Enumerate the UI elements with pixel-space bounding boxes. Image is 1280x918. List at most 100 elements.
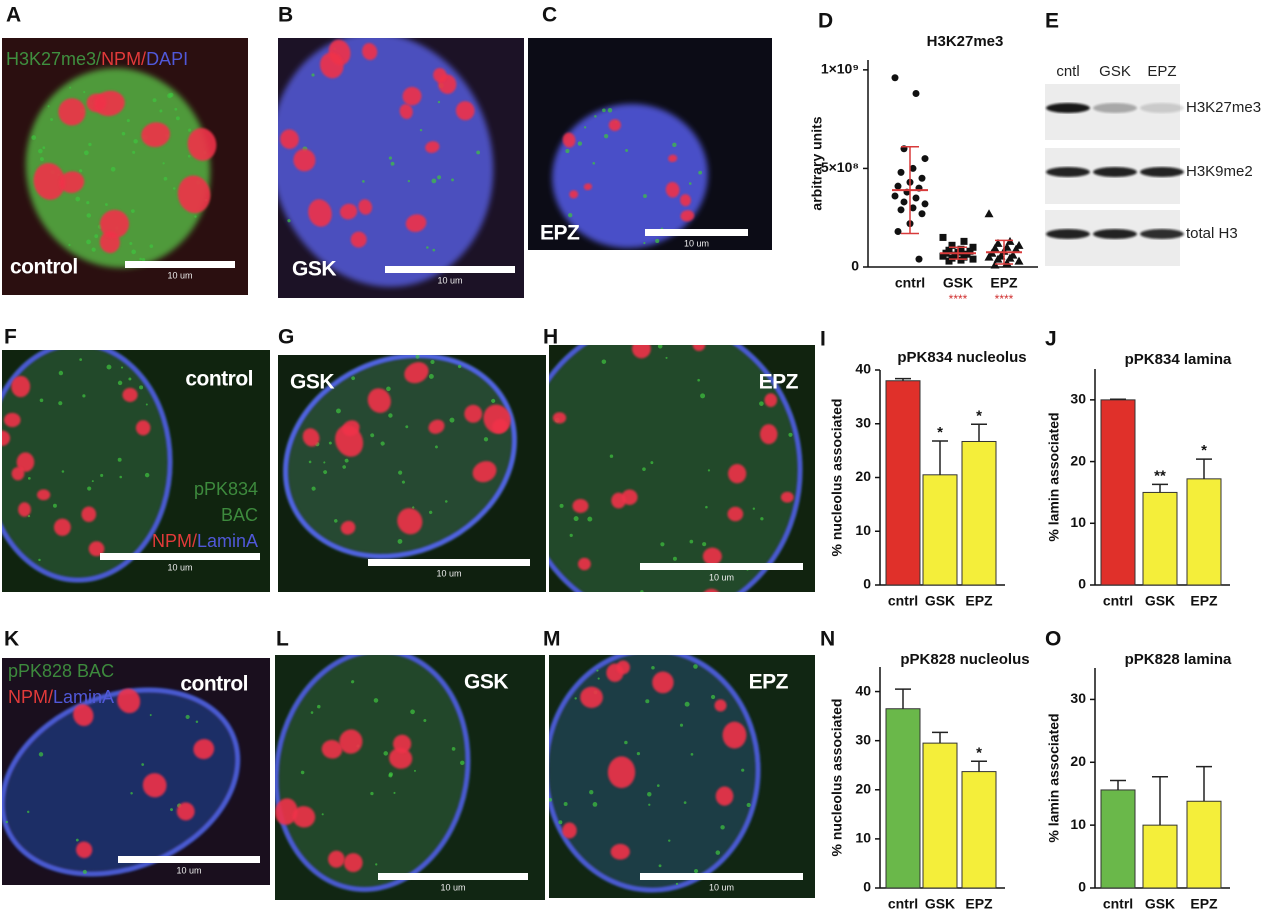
green-speckle <box>679 723 684 727</box>
panel-letter: H <box>543 326 558 349</box>
error-bar <box>1196 458 1212 479</box>
error-bar <box>895 688 911 709</box>
green-speckle <box>574 697 577 700</box>
green-speckle <box>451 747 456 751</box>
green-speckle <box>362 180 365 183</box>
error-bar <box>971 423 987 442</box>
scale-label: 10 um <box>709 572 734 582</box>
green-speckle <box>640 590 644 592</box>
green-speckle <box>79 358 83 361</box>
green-speckle <box>342 465 346 469</box>
micrograph <box>528 38 772 250</box>
image-legend: pPK834 <box>194 479 258 499</box>
green-speckle <box>698 170 703 175</box>
nucleus <box>25 68 217 268</box>
green-speckle <box>657 345 663 349</box>
dot <box>912 90 920 98</box>
red-spot <box>335 425 364 457</box>
red-spot <box>4 412 21 428</box>
red-spot <box>367 388 391 413</box>
green-speckle <box>589 790 594 795</box>
x-tick-label: GSK <box>925 593 955 609</box>
green-speckle <box>684 701 690 707</box>
green-speckle <box>607 107 613 113</box>
green-speckle <box>457 364 462 369</box>
red-spot <box>728 464 747 484</box>
green-speckle <box>565 149 570 154</box>
green-speckle <box>636 752 641 756</box>
image-label: GSK <box>464 671 508 694</box>
green-speckle <box>451 178 454 182</box>
green-speckle <box>559 503 564 508</box>
red-spot <box>404 362 429 384</box>
green-speckle <box>720 825 725 830</box>
image-label: GSK <box>290 371 334 394</box>
dot <box>984 209 994 218</box>
green-speckle <box>476 150 481 155</box>
x-tick-label: EPZ <box>1190 896 1218 912</box>
green-speckle <box>426 246 429 249</box>
red-spot <box>339 729 363 754</box>
green-speckle <box>79 169 83 173</box>
green-speckle <box>690 752 694 756</box>
red-spot <box>340 520 356 535</box>
green-speckle <box>594 115 597 118</box>
green-speckle <box>144 472 150 478</box>
red-spot <box>665 181 680 198</box>
red-spot <box>704 588 719 592</box>
green-speckle <box>310 711 314 714</box>
green-speckle <box>370 433 375 438</box>
green-speckle <box>642 467 646 471</box>
nucleus <box>549 655 761 893</box>
red-spot <box>632 345 651 359</box>
red-spot <box>142 773 167 798</box>
red-spot <box>616 660 630 675</box>
green-speckle <box>172 187 176 190</box>
red-spot <box>320 52 344 79</box>
green-speckle <box>558 820 563 825</box>
x-tick-label: EPZ <box>1190 593 1218 609</box>
green-speckle <box>715 850 721 855</box>
green-speckle <box>651 665 655 670</box>
red-spot <box>425 141 440 153</box>
green-speckle <box>344 458 349 463</box>
image-label: control <box>185 368 253 391</box>
nucleus <box>549 345 803 592</box>
y-tick-label: 30 <box>855 414 871 430</box>
green-speckle <box>145 403 148 406</box>
green-speckle <box>752 507 756 510</box>
dot <box>993 238 1003 247</box>
panel-letter: J <box>1045 328 1057 351</box>
legend-part: NPM/ <box>8 687 53 707</box>
green-speckle <box>139 257 143 261</box>
red-spot <box>680 210 695 222</box>
dot <box>969 255 977 263</box>
scale-label: 10 um <box>436 568 461 578</box>
error-bar <box>971 760 987 772</box>
micrograph <box>549 655 815 898</box>
y-tick-label: 0 <box>863 576 871 592</box>
green-speckle <box>577 141 583 146</box>
y-tick-label: 30 <box>1070 391 1086 407</box>
y-tick-label: 20 <box>855 780 871 796</box>
significance: * <box>1201 442 1207 459</box>
image-label: GSK <box>292 258 336 281</box>
legend-part: LaminA <box>53 687 114 707</box>
green-speckle <box>162 162 165 165</box>
green-speckle <box>741 768 745 772</box>
micrograph <box>278 38 524 298</box>
image-legend: BAC <box>221 505 258 525</box>
green-speckle <box>658 864 662 868</box>
green-speckle <box>194 215 197 218</box>
red-spot <box>33 162 66 200</box>
green-speckle <box>27 476 31 480</box>
green-speckle <box>129 242 133 246</box>
bar <box>922 474 958 586</box>
green-speckle <box>131 209 135 213</box>
panel-letter: C <box>542 4 557 27</box>
green-speckle <box>38 752 44 757</box>
green-speckle <box>27 514 31 518</box>
dot <box>948 241 956 249</box>
dot <box>957 256 965 264</box>
green-speckle <box>159 109 163 113</box>
